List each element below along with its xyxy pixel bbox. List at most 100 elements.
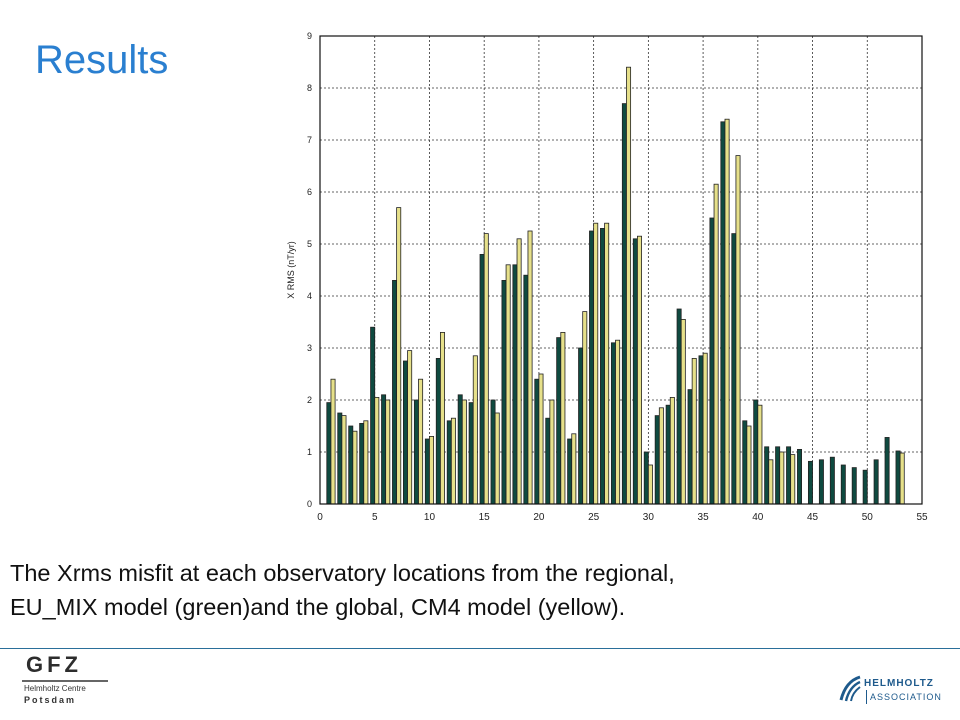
- bar-eu-mix: [424, 438, 430, 505]
- x-tick-label: 30: [643, 512, 655, 523]
- bar-eu-mix: [698, 355, 704, 505]
- bar-cm4: [691, 357, 697, 505]
- gfz-logo: GFZ Helmholtz Centre Potsdam: [14, 652, 124, 712]
- x-tick-label: 35: [698, 512, 710, 523]
- y-tick-label: 0: [307, 499, 312, 509]
- bar-eu-mix: [413, 399, 419, 505]
- bar-eu-mix: [556, 337, 562, 505]
- bar-eu-mix: [381, 394, 387, 505]
- bar-cm4: [735, 155, 741, 505]
- bar-eu-mix: [359, 422, 365, 505]
- bar-cm4: [658, 407, 664, 505]
- bar-cm4: [472, 355, 478, 505]
- bar-cm4: [352, 430, 358, 505]
- bar-eu-mix: [578, 347, 584, 505]
- bar-eu-mix: [884, 437, 890, 505]
- x-tick-label: 25: [588, 512, 600, 523]
- bar-cm4: [669, 396, 675, 505]
- bar-eu-mix: [403, 360, 408, 505]
- bar-eu-mix: [851, 467, 857, 505]
- y-tick-label: 6: [307, 187, 312, 197]
- caption: The Xrms misfit at each observatory loca…: [10, 556, 910, 624]
- bar-cm4: [571, 433, 577, 505]
- bar-eu-mix: [435, 357, 441, 505]
- bar-cm4: [713, 183, 719, 505]
- bar-eu-mix: [468, 402, 474, 505]
- bar-eu-mix: [687, 389, 693, 505]
- bar-eu-mix: [567, 438, 573, 505]
- bar-cm4: [330, 378, 336, 505]
- slide-title: Results: [35, 38, 169, 82]
- helmholtz-logo-separator: [866, 690, 867, 704]
- x-tick-label: 50: [862, 512, 874, 523]
- x-tick-label: 55: [916, 512, 928, 523]
- bar-eu-mix: [534, 378, 540, 505]
- helmholtz-logo-title: HELMHOLTZ: [864, 678, 934, 689]
- caption-line-2: EU_MIX model (green)and the global, CM4 …: [10, 594, 626, 620]
- helmholtz-swoosh-icon: [839, 675, 861, 702]
- bar-eu-mix: [523, 274, 529, 505]
- bar-cm4: [702, 352, 708, 505]
- bar-eu-mix: [731, 233, 737, 505]
- bar-eu-mix: [545, 417, 551, 505]
- bar-cm4: [396, 207, 402, 505]
- bar-cm4: [768, 459, 774, 505]
- bar-eu-mix: [818, 459, 824, 505]
- y-tick-label: 2: [307, 395, 312, 405]
- bar-eu-mix: [512, 264, 518, 505]
- y-tick-label: 1: [307, 447, 312, 457]
- bar-eu-mix: [873, 459, 879, 505]
- x-tick-label: 40: [752, 512, 764, 523]
- bar-cm4: [549, 399, 555, 505]
- bar-cm4: [516, 238, 522, 505]
- helmholtz-logo-subtitle: ASSOCIATION: [870, 692, 942, 702]
- bar-cm4: [374, 396, 380, 505]
- bar-eu-mix: [709, 217, 715, 505]
- bar-cm4: [724, 118, 730, 505]
- bar-eu-mix: [829, 456, 835, 505]
- bar-eu-mix: [720, 121, 726, 505]
- y-tick-label: 5: [307, 239, 312, 249]
- bar-eu-mix: [326, 402, 332, 505]
- bar-cm4: [494, 412, 500, 505]
- caption-line-1: The Xrms misfit at each observatory loca…: [10, 560, 675, 586]
- bar-eu-mix: [807, 460, 813, 505]
- bar-eu-mix: [643, 451, 649, 505]
- bar-eu-mix: [895, 450, 901, 505]
- bar-eu-mix: [632, 238, 638, 505]
- bar-eu-mix: [600, 227, 605, 505]
- bar-cm4: [593, 222, 599, 505]
- footer-divider: [0, 648, 960, 649]
- bar-eu-mix: [621, 103, 627, 505]
- bar-cm4: [615, 339, 621, 505]
- bar-cm4: [680, 318, 686, 505]
- bar-cm4: [429, 435, 435, 505]
- x-tick-label: 45: [807, 512, 819, 523]
- bar-eu-mix: [764, 446, 770, 505]
- y-tick-label: 9: [307, 31, 312, 41]
- bar-eu-mix: [676, 308, 682, 505]
- bar-cm4: [461, 399, 467, 505]
- bar-series-group: [326, 66, 905, 505]
- bar-cm4: [483, 233, 489, 505]
- bar-eu-mix: [479, 253, 485, 505]
- bar-cm4: [363, 420, 369, 505]
- x-tick-label: 20: [533, 512, 545, 523]
- bar-cm4: [582, 311, 588, 505]
- bar-eu-mix: [654, 415, 660, 505]
- bar-eu-mix: [392, 279, 398, 505]
- bar-cm4: [647, 464, 653, 505]
- x-tick-label: 15: [479, 512, 491, 523]
- x-tick-label: 10: [424, 512, 436, 523]
- y-tick-label: 3: [307, 343, 312, 353]
- bar-cm4: [538, 373, 544, 505]
- bar-eu-mix: [797, 448, 803, 505]
- bar-cm4: [439, 331, 445, 505]
- grid-lines: [320, 36, 922, 504]
- bar-cm4: [450, 417, 456, 505]
- bar-eu-mix: [610, 342, 616, 505]
- gfz-logo-text: GFZ: [26, 652, 82, 677]
- bar-eu-mix: [742, 420, 748, 505]
